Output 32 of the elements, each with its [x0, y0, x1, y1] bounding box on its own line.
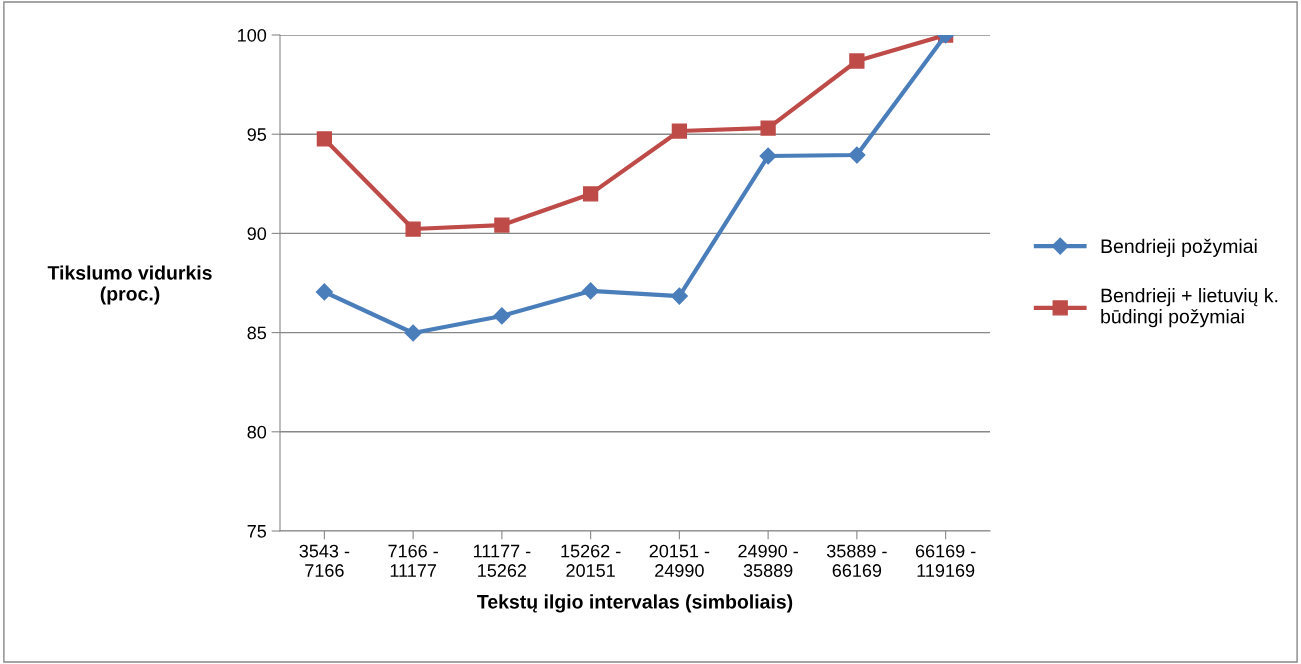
y-tick-label: 100 — [238, 28, 267, 42]
x-tick-label: 7166 - 11177 — [388, 544, 438, 577]
y-tick-label: 90 — [247, 227, 267, 241]
y-tick-label: 80 — [247, 425, 267, 439]
x-axis-title: Tekstų ilgio intervalas (simboliais) — [477, 594, 793, 613]
y-tick-label: 95 — [247, 128, 267, 141]
x-tick-label: 3543 - 7166 — [299, 544, 350, 577]
legend-label: Bendrieji + lietuvių k. būdingi požymiai — [1101, 288, 1278, 328]
point — [494, 217, 510, 233]
point — [759, 147, 777, 165]
x-tick-label: 35889 - 66169 — [826, 544, 887, 577]
x-tick-label: 15262 - 20151 — [561, 544, 621, 577]
point — [315, 283, 333, 301]
legend-label: Bendrieji požymiai — [1101, 238, 1257, 257]
x-tick-label: 11177 - 15262 — [473, 544, 531, 577]
point — [848, 146, 866, 164]
x-tick-label: 24990 - 35889 — [738, 544, 798, 577]
point — [582, 282, 600, 300]
point — [849, 53, 865, 69]
point — [316, 131, 333, 147]
y-tick-label: 85 — [247, 326, 267, 340]
point — [760, 120, 776, 136]
y-axis-title: Tikslumo vidurkis (proc.) — [47, 265, 212, 305]
y-tick-label: 75 — [247, 525, 267, 538]
x-tick-label: 20151 - 24990 — [649, 544, 710, 577]
point — [404, 324, 422, 342]
point — [405, 221, 421, 237]
point — [670, 287, 688, 305]
point — [582, 186, 599, 202]
point — [671, 123, 688, 139]
point — [493, 307, 511, 325]
x-tick-label: 66169 - 119169 — [915, 544, 976, 577]
